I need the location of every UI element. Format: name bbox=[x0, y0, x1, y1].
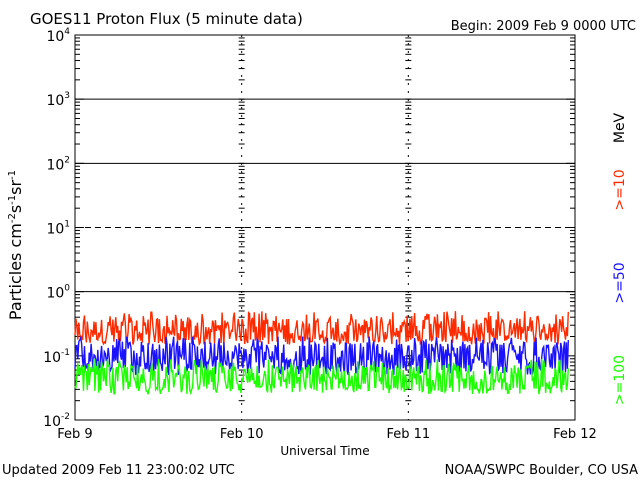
x-tick-label-0: Feb 9 bbox=[57, 427, 92, 442]
source-credit: NOAA/SWPC Boulder, CO USA bbox=[445, 463, 638, 478]
y-axis-label: Particles cm-2s-1sr-1 bbox=[6, 170, 25, 320]
y-tick-label-2: 100 bbox=[46, 284, 70, 302]
y-tick-label-5: 103 bbox=[46, 91, 70, 109]
gridlines bbox=[75, 98, 575, 293]
legend-ge10: >=10 bbox=[612, 169, 628, 210]
y-tick-label-4: 102 bbox=[46, 155, 70, 173]
chart-title: GOES11 Proton Flux (5 minute data) bbox=[30, 10, 303, 28]
legend-unit: MeV bbox=[612, 112, 628, 143]
x-tick-label-1: Feb 10 bbox=[220, 427, 264, 442]
series-lines bbox=[74, 311, 569, 396]
begin-time: Begin: 2009 Feb 9 0000 UTC bbox=[451, 19, 636, 34]
y-tick-label-0: 10-2 bbox=[43, 412, 70, 430]
x-tick-labels: Feb 9 Feb 10 Feb 11 Feb 12 bbox=[57, 427, 597, 442]
legend-ge100: >=100 bbox=[612, 355, 628, 405]
y-tick-label-3: 101 bbox=[46, 220, 70, 238]
updated-time: Updated 2009 Feb 11 23:00:02 UTC bbox=[2, 463, 235, 478]
x-tick-label-3: Feb 12 bbox=[553, 427, 597, 442]
series-line-ge100 bbox=[74, 358, 569, 396]
series-line-ge50 bbox=[74, 335, 569, 376]
x-tick-label-2: Feb 11 bbox=[386, 427, 430, 442]
y-tick-label-6: 104 bbox=[46, 27, 70, 45]
x-axis-label: Universal Time bbox=[280, 444, 369, 458]
y-tick-labels: 10-2 10-1 100 101 102 103 104 bbox=[43, 27, 70, 430]
series-line-ge10 bbox=[74, 311, 569, 346]
y-tick-label-1: 10-1 bbox=[43, 348, 70, 366]
legend-ge50: >=50 bbox=[612, 262, 628, 303]
